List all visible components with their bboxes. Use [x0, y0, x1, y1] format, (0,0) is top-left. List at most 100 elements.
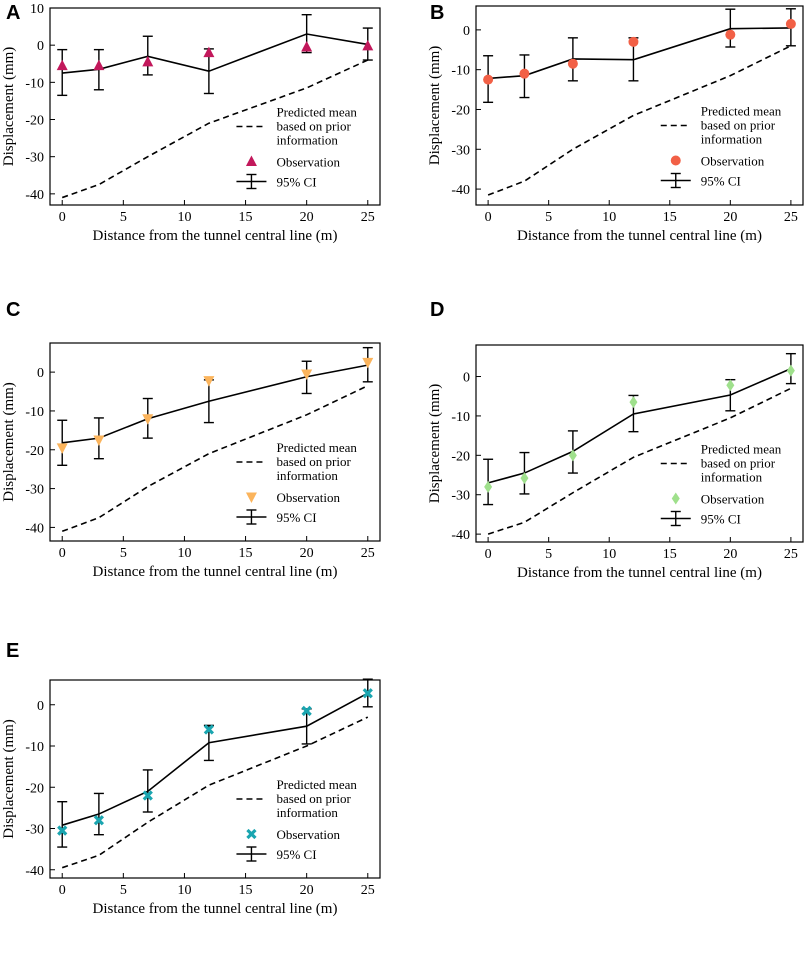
- y-tick-label: -30: [25, 483, 44, 498]
- legend-predicted-text-1: Predicted mean: [701, 104, 782, 119]
- legend-observation-text: Observation: [276, 155, 340, 170]
- observation-point: [484, 480, 493, 493]
- y-axis-label: Displacement (mm): [427, 46, 443, 166]
- y-tick-label: -20: [25, 781, 44, 796]
- observation-point: [568, 449, 577, 462]
- error-bar: [57, 800, 68, 848]
- observation-point: [142, 790, 153, 801]
- x-tick-label: 25: [784, 210, 798, 225]
- y-tick-label: -20: [451, 103, 470, 118]
- legend-observation-marker: [245, 492, 257, 503]
- x-tick-label: 20: [300, 210, 314, 225]
- x-tick-label: 5: [545, 547, 552, 562]
- y-tick-label: 0: [463, 371, 470, 386]
- panel-letter: A: [6, 2, 20, 24]
- legend-predicted-text-1: Predicted mean: [276, 777, 357, 792]
- x-tick-label: 0: [485, 210, 492, 225]
- y-tick-label: -20: [25, 114, 44, 129]
- observation-point: [203, 46, 215, 58]
- legend-predicted-text-3: information: [701, 132, 763, 147]
- x-tick-label: 25: [784, 547, 798, 562]
- observation-point: [725, 29, 736, 40]
- y-tick-label: 0: [37, 39, 44, 54]
- legend-ci-text: 95% CI: [701, 174, 741, 189]
- legend-predicted-text-2: based on prior: [701, 456, 776, 471]
- observation-point: [56, 59, 68, 71]
- observation-point: [362, 39, 374, 51]
- panel-letter: D: [430, 299, 444, 321]
- y-tick-label: -10: [25, 740, 44, 755]
- y-tick-label: -30: [451, 489, 470, 504]
- y-tick-label: -30: [25, 823, 44, 838]
- legend-predicted-text-2: based on prior: [276, 454, 351, 469]
- legend-observation-text: Observation: [276, 827, 340, 842]
- ci-mean-line: [61, 692, 369, 826]
- x-tick-label: 15: [239, 546, 253, 561]
- legend-observation-text: Observation: [701, 492, 765, 507]
- x-tick-label: 15: [239, 883, 253, 898]
- y-tick-label: -10: [25, 405, 44, 420]
- observation-point: [203, 376, 215, 387]
- observation-point: [785, 18, 796, 29]
- y-tick-label: 0: [37, 699, 44, 714]
- y-tick-label: 0: [463, 24, 470, 39]
- observation-point: [629, 396, 638, 409]
- x-tick-label: 10: [602, 547, 616, 562]
- plot-frame: [475, 5, 804, 206]
- legend-predicted-text-2: based on prior: [701, 118, 776, 133]
- y-tick-label: -20: [451, 449, 470, 464]
- x-tick-label: 20: [723, 547, 737, 562]
- observation-point: [301, 41, 313, 52]
- observation-point: [567, 58, 578, 69]
- error-bar: [57, 48, 68, 97]
- x-axis-label: Distance from the tunnel central line (m…: [517, 565, 762, 581]
- observation-point: [203, 724, 215, 735]
- y-tick-label: -10: [451, 64, 470, 79]
- legend-observation-marker: [246, 828, 257, 840]
- y-tick-label: -10: [25, 76, 44, 91]
- y-tick-label: -40: [25, 521, 44, 536]
- x-axis-label: Distance from the tunnel central line (m…: [93, 564, 338, 580]
- chart-panel-e: E 0 5 10 15 20 25 0 -10 -20 -30 -40 Distance from th…: [1, 640, 381, 917]
- observation-point: [93, 815, 105, 826]
- observation-point: [57, 825, 68, 836]
- ci-mean-line: [62, 33, 368, 74]
- y-axis-label: Displacement (mm): [1, 47, 17, 167]
- legend-predicted-text-3: information: [276, 468, 338, 483]
- observation-point: [362, 688, 373, 699]
- observation-point: [726, 379, 735, 392]
- x-tick-label: 0: [59, 546, 66, 561]
- x-tick-label: 0: [485, 547, 492, 562]
- observation-point: [301, 369, 313, 381]
- y-tick-label: -40: [25, 864, 44, 879]
- legend-observation-text: Observation: [276, 490, 340, 505]
- predicted-mean-line: [487, 387, 792, 535]
- x-axis-label: Distance from the tunnel central line (m…: [93, 901, 338, 917]
- legend-predicted-text-3: information: [701, 470, 763, 485]
- legend-predicted-text-1: Predicted mean: [276, 105, 357, 120]
- y-tick-label: -40: [451, 183, 470, 198]
- x-tick-label: 5: [545, 210, 552, 225]
- plot-frame: [49, 679, 381, 879]
- ci-mean-line: [62, 364, 368, 444]
- legend-predicted-text-2: based on prior: [276, 119, 351, 134]
- y-tick-label: -40: [451, 528, 470, 543]
- observation-point: [520, 472, 529, 485]
- y-tick-label: -30: [25, 151, 44, 166]
- y-tick-label: 0: [37, 366, 44, 381]
- legend-ci-text: 95% CI: [276, 510, 316, 525]
- x-tick-label: 25: [361, 210, 375, 225]
- legend-ci-text: 95% CI: [276, 847, 316, 862]
- y-axis-label: Displacement (mm): [427, 384, 443, 504]
- predicted-mean-line: [61, 716, 369, 869]
- y-tick-label: -10: [451, 410, 470, 425]
- legend-observation-marker: [245, 155, 257, 166]
- x-tick-label: 10: [602, 210, 616, 225]
- chart-panel-b: B 0 5 10 15 20 25 0 -10 -20 -30 -40 Distance from th…: [427, 2, 804, 244]
- x-tick-label: 5: [120, 883, 127, 898]
- y-tick-label: -40: [25, 188, 44, 203]
- x-tick-label: 10: [177, 210, 191, 225]
